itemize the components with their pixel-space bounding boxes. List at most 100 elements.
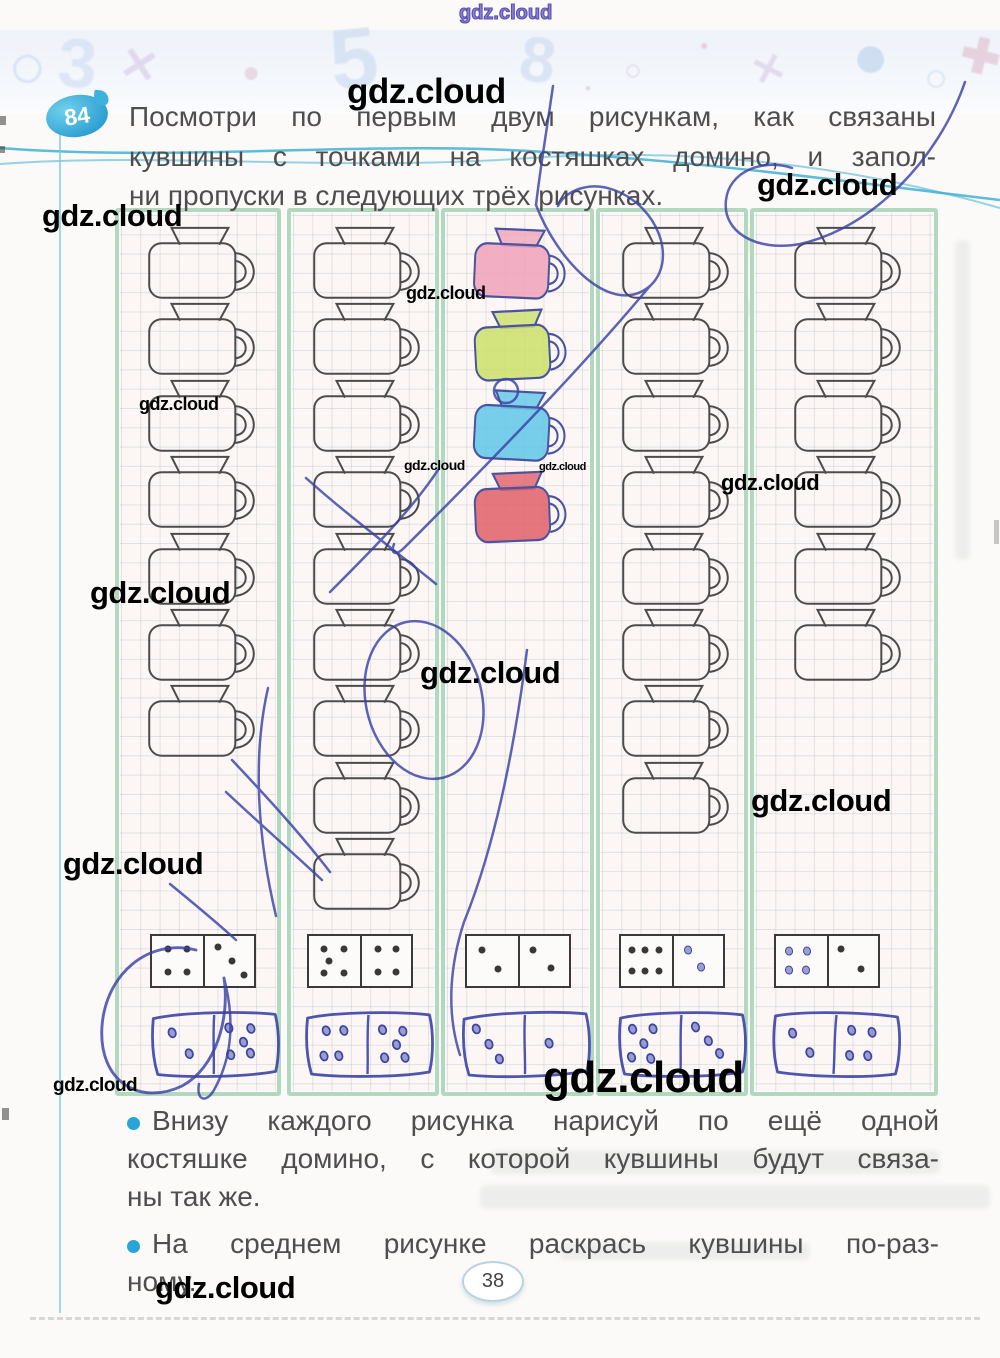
- domino-left-half: [152, 936, 203, 986]
- domino-pip: [340, 945, 348, 953]
- domino-left-half: [467, 936, 518, 986]
- figure-panel-5: [750, 208, 938, 1096]
- instruction-line: костяшке домино, с которой кувшины будут…: [127, 1143, 939, 1174]
- jug-icon: [312, 761, 420, 834]
- watermark: gdz.cloud: [347, 72, 506, 111]
- header-decor-glyph: ●: [242, 56, 261, 89]
- instruction-bullet: [127, 1240, 140, 1253]
- jug-icon: [147, 303, 255, 376]
- domino-pip: [164, 945, 172, 953]
- domino-right-half: [827, 936, 878, 986]
- show-through: [490, 1150, 940, 1174]
- instructions: Внизу каждого рисунка нарисуй по ещё одн…: [127, 1102, 939, 1310]
- scan-edge-mark: [0, 116, 6, 125]
- header-decor-glyph: ●: [700, 37, 709, 53]
- domino-left-half: [776, 936, 827, 986]
- domino-left-half: [621, 936, 672, 986]
- jug-icon: [621, 226, 729, 299]
- watermark: gdz.cloud: [406, 283, 486, 303]
- instruction-line: Внизу каждого рисунка нарисуй по ещё одн…: [127, 1102, 939, 1140]
- domino-right-half: [517, 936, 569, 986]
- watermark: gdz.cloud: [420, 655, 561, 690]
- domino-pip: [374, 968, 382, 976]
- watermark: gdz.cloud: [53, 1075, 138, 1096]
- watermark: gdz.cloud: [539, 461, 586, 473]
- domino-pip: [655, 946, 663, 954]
- domino-pip: [320, 945, 328, 953]
- watermark: gdz.cloud: [404, 457, 465, 473]
- domino-pip: [340, 969, 348, 977]
- watermark: gdz.cloud: [42, 198, 183, 233]
- colored-jug-icon: [473, 308, 566, 382]
- domino-pip: [784, 946, 793, 956]
- jug-icon: [312, 608, 420, 681]
- page-bottom-edge: [30, 1317, 980, 1320]
- watermark: gdz.cloud: [458, 1, 553, 24]
- header-decoration-band: ○ 3 ✕ ● 5 ● 8 ● ○ ● ✕ ● ○ ✚: [0, 9, 1000, 114]
- page-number: 38: [462, 1261, 524, 1302]
- domino-pip: [857, 965, 865, 973]
- figure-panel-2: [287, 208, 439, 1096]
- jug-icon: [312, 685, 420, 758]
- page-number-value: 38: [481, 1270, 505, 1292]
- domino-pip: [628, 946, 636, 954]
- scan-edge-mark: [2, 1108, 9, 1120]
- jug-icon: [621, 608, 729, 681]
- jug-icon: [621, 379, 729, 452]
- printed-domino: [464, 934, 571, 988]
- domino-pip: [641, 946, 649, 954]
- colored-jug-icon: [472, 389, 565, 462]
- instruction-line: ному.: [127, 1266, 197, 1297]
- drawn-domino: [618, 1011, 747, 1078]
- header-decor-glyph: ○: [8, 30, 47, 102]
- jug-icon: [621, 532, 729, 605]
- figure-panel-4: [596, 208, 748, 1096]
- drawn-domino: [305, 1011, 434, 1078]
- domino-pip: [478, 946, 486, 954]
- figure-panel-3: [441, 208, 594, 1096]
- watermark: gdz.cloud: [90, 575, 231, 610]
- domino-pip: [240, 971, 248, 979]
- domino-pip: [325, 957, 333, 965]
- printed-domino: [619, 934, 725, 988]
- drawn-domino: [772, 1011, 902, 1078]
- jug-icon: [621, 456, 729, 528]
- instruction-line: На среднем рисунке раскрась кувшины по-р…: [127, 1225, 939, 1263]
- figure-panel-1: [115, 208, 281, 1096]
- printed-domino: [307, 934, 413, 988]
- domino-pip: [374, 945, 382, 953]
- domino-pip: [183, 968, 191, 976]
- jug-icon: [793, 608, 901, 681]
- instruction-line: ны так же.: [127, 1181, 261, 1212]
- jug-icon: [621, 761, 729, 834]
- domino-pip: [183, 945, 191, 953]
- watermark: gdz.cloud: [721, 470, 820, 495]
- domino-right-half: [360, 936, 411, 986]
- jug-icon: [793, 226, 901, 299]
- printed-domino: [774, 934, 880, 988]
- scan-edge-mark: [994, 520, 999, 544]
- show-through: [560, 1242, 810, 1260]
- watermark: gdz.cloud: [751, 783, 892, 818]
- colored-jug-icon: [473, 470, 566, 544]
- domino-pip: [837, 945, 845, 953]
- domino-pip: [683, 945, 692, 955]
- watermark: gdz.cloud: [63, 846, 204, 881]
- domino-pip: [214, 943, 222, 951]
- domino-pip: [392, 945, 400, 953]
- domino-pip: [628, 967, 636, 975]
- jug-icon: [621, 685, 729, 758]
- header-decor-glyph: ●: [448, 77, 456, 91]
- domino-pip: [494, 965, 502, 973]
- domino-pip: [392, 968, 400, 976]
- printed-domino: [150, 934, 256, 988]
- domino-pip: [697, 962, 706, 972]
- domino-pip: [784, 965, 793, 975]
- jug-icon: [793, 532, 901, 605]
- jug-icon: [312, 303, 420, 376]
- domino-pip: [320, 969, 328, 977]
- header-decor-glyph: ●: [585, 83, 592, 94]
- watermark: gdz.cloud: [543, 1053, 744, 1102]
- domino-pip: [547, 964, 555, 972]
